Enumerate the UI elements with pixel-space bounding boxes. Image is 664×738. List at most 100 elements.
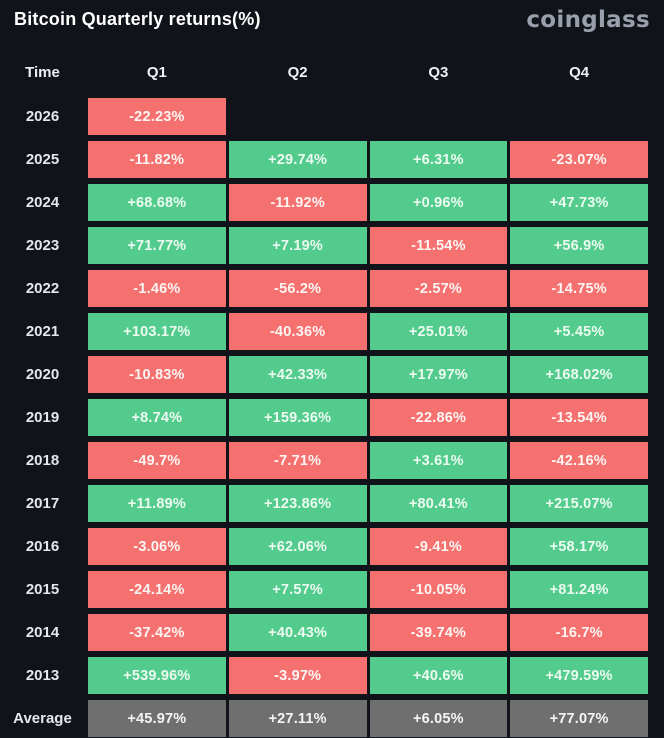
row-label: Average [13, 710, 72, 727]
return-cell: +159.36% [228, 399, 367, 436]
return-cell: -14.75% [510, 270, 648, 307]
return-cell: -16.7% [510, 614, 648, 651]
table-row: 2020 -10.83% +42.33% +17.97% +168.02% [0, 356, 664, 393]
row-label: 2015 [25, 581, 60, 598]
return-cell: -37.42% [88, 614, 226, 651]
return-cell: +6.31% [369, 141, 508, 178]
return-cell: +103.17% [88, 313, 226, 350]
row-label: 2016 [25, 538, 60, 555]
column-header-q4: Q4 [569, 64, 590, 81]
return-cell: -22.23% [88, 98, 226, 135]
table-row: Average +45.97% +27.11% +6.05% +77.07% [0, 700, 664, 737]
row-label: 2025 [25, 151, 60, 168]
return-cell: +168.02% [510, 356, 648, 393]
return-cell: +42.33% [228, 356, 367, 393]
table-row: 2023 +71.77% +7.19% -11.54% +56.9% [0, 227, 664, 264]
row-label: 2013 [25, 667, 60, 684]
return-cell: -56.2% [228, 270, 367, 307]
column-header-q3: Q3 [428, 64, 449, 81]
return-cell: -42.16% [510, 442, 648, 479]
return-cell: -10.05% [369, 571, 508, 608]
return-cell: +27.11% [228, 700, 367, 737]
returns-table: 2026 -22.23% 2025 -11.82% +29.74% +6.31% -23.0… [0, 98, 664, 737]
return-cell: -39.74% [369, 614, 508, 651]
row-label: 2021 [25, 323, 60, 340]
return-cell: +6.05% [369, 700, 508, 737]
column-header-q2: Q2 [287, 64, 308, 81]
row-label: 2026 [25, 108, 60, 125]
table-row: 2015 -24.14% +7.57% -10.05% +81.24% [0, 571, 664, 608]
return-cell: +40.6% [369, 657, 508, 694]
row-label: 2020 [25, 366, 60, 383]
table-row: 2022 -1.46% -56.2% -2.57% -14.75% [0, 270, 664, 307]
return-cell: -3.06% [88, 528, 226, 565]
table-header: Time Q1 Q2 Q3 Q4 [0, 64, 664, 82]
return-cell: +123.86% [228, 485, 367, 522]
return-cell: +47.73% [510, 184, 648, 221]
row-label: 2023 [25, 237, 60, 254]
row-label: 2014 [25, 624, 60, 641]
return-cell: +68.68% [88, 184, 226, 221]
return-cell: +62.06% [228, 528, 367, 565]
return-cell [229, 98, 367, 135]
row-label: 2019 [25, 409, 60, 426]
return-cell: -40.36% [228, 313, 367, 350]
table-row: 2024 +68.68% -11.92% +0.96% +47.73% [0, 184, 664, 221]
table-row: 2013 +539.96% -3.97% +40.6% +479.59% [0, 657, 664, 694]
return-cell: +58.17% [510, 528, 648, 565]
return-cell: +8.74% [88, 399, 226, 436]
return-cell [370, 98, 508, 135]
return-cell: +539.96% [88, 657, 226, 694]
return-cell: +45.97% [88, 700, 226, 737]
return-cell: -23.07% [510, 141, 648, 178]
return-cell: +81.24% [510, 571, 648, 608]
return-cell: +7.57% [228, 571, 367, 608]
row-label: 2018 [25, 452, 60, 469]
return-cell: -11.82% [88, 141, 226, 178]
row-label: 2017 [25, 495, 60, 512]
return-cell: -9.41% [369, 528, 508, 565]
return-cell: +7.19% [228, 227, 367, 264]
return-cell: +71.77% [88, 227, 226, 264]
return-cell: +40.43% [228, 614, 367, 651]
table-row: 2018 -49.7% -7.71% +3.61% -42.16% [0, 442, 664, 479]
return-cell: -49.7% [88, 442, 226, 479]
return-cell: -11.92% [228, 184, 367, 221]
table-row: 2019 +8.74% +159.36% -22.86% -13.54% [0, 399, 664, 436]
return-cell: -22.86% [369, 399, 508, 436]
table-row: 2025 -11.82% +29.74% +6.31% -23.07% [0, 141, 664, 178]
return-cell: +215.07% [510, 485, 648, 522]
column-header-q1: Q1 [146, 64, 167, 81]
table-row: 2021 +103.17% -40.36% +25.01% +5.45% [0, 313, 664, 350]
table-row: 2017 +11.89% +123.86% +80.41% +215.07% [0, 485, 664, 522]
page-title: Bitcoin Quarterly returns(%) [14, 9, 261, 29]
return-cell [510, 98, 648, 135]
header: Bitcoin Quarterly returns(%) coinglass [0, 0, 664, 36]
coinglass-logo: coinglass [526, 7, 650, 33]
return-cell: -13.54% [510, 399, 648, 436]
return-cell: +29.74% [228, 141, 367, 178]
return-cell: +3.61% [369, 442, 508, 479]
return-cell: +56.9% [510, 227, 648, 264]
return-cell: +25.01% [369, 313, 508, 350]
return-cell: -11.54% [369, 227, 508, 264]
return-cell: +0.96% [369, 184, 508, 221]
table-row: 2026 -22.23% [0, 98, 664, 135]
return-cell: +5.45% [510, 313, 648, 350]
table-row: 2016 -3.06% +62.06% -9.41% +58.17% [0, 528, 664, 565]
return-cell: -10.83% [88, 356, 226, 393]
table-row: 2014 -37.42% +40.43% -39.74% -16.7% [0, 614, 664, 651]
return-cell: -2.57% [369, 270, 508, 307]
return-cell: -1.46% [88, 270, 226, 307]
return-cell: +479.59% [510, 657, 648, 694]
return-cell: +11.89% [88, 485, 226, 522]
row-label: 2022 [25, 280, 60, 297]
return-cell: +80.41% [369, 485, 508, 522]
return-cell: +17.97% [369, 356, 508, 393]
return-cell: -24.14% [88, 571, 226, 608]
return-cell: +77.07% [510, 700, 648, 737]
row-label: 2024 [25, 194, 60, 211]
column-header-time: Time [25, 64, 60, 81]
return-cell: -7.71% [228, 442, 367, 479]
